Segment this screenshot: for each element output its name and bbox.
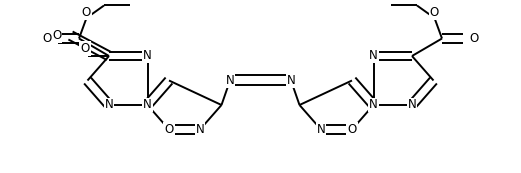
Text: N: N bbox=[195, 123, 204, 136]
Text: N: N bbox=[287, 74, 295, 87]
Text: N: N bbox=[369, 98, 378, 112]
Text: N: N bbox=[369, 49, 378, 62]
Text: N: N bbox=[143, 49, 152, 62]
Text: O: O bbox=[82, 7, 91, 20]
Text: O: O bbox=[52, 29, 61, 42]
Text: N: N bbox=[369, 98, 378, 112]
Text: O: O bbox=[469, 32, 479, 45]
Text: N: N bbox=[226, 74, 234, 87]
Text: N: N bbox=[317, 123, 326, 136]
Text: O: O bbox=[80, 42, 90, 55]
Text: O: O bbox=[42, 32, 52, 45]
Text: N: N bbox=[105, 98, 114, 112]
Text: N: N bbox=[407, 98, 416, 112]
Text: O: O bbox=[348, 123, 357, 136]
Text: O: O bbox=[430, 7, 439, 20]
Text: N: N bbox=[143, 98, 152, 112]
Text: N: N bbox=[143, 98, 152, 112]
Text: O: O bbox=[164, 123, 173, 136]
